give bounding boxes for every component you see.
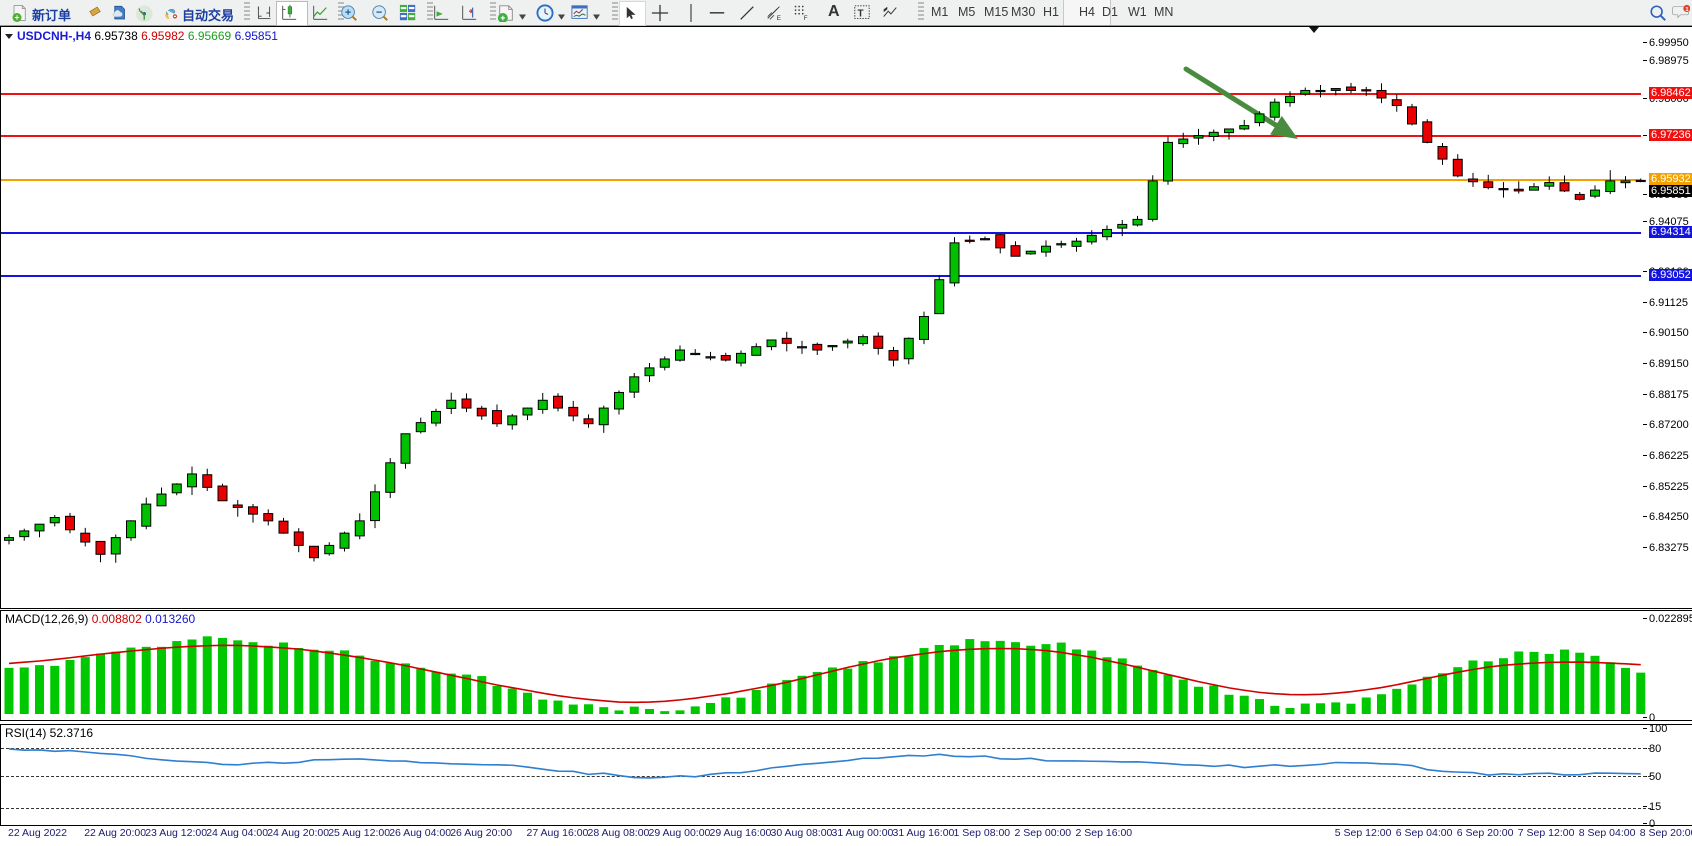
svg-text:E: E [777,15,781,22]
svg-text:T: T [858,9,864,20]
svg-text:F: F [804,15,808,22]
